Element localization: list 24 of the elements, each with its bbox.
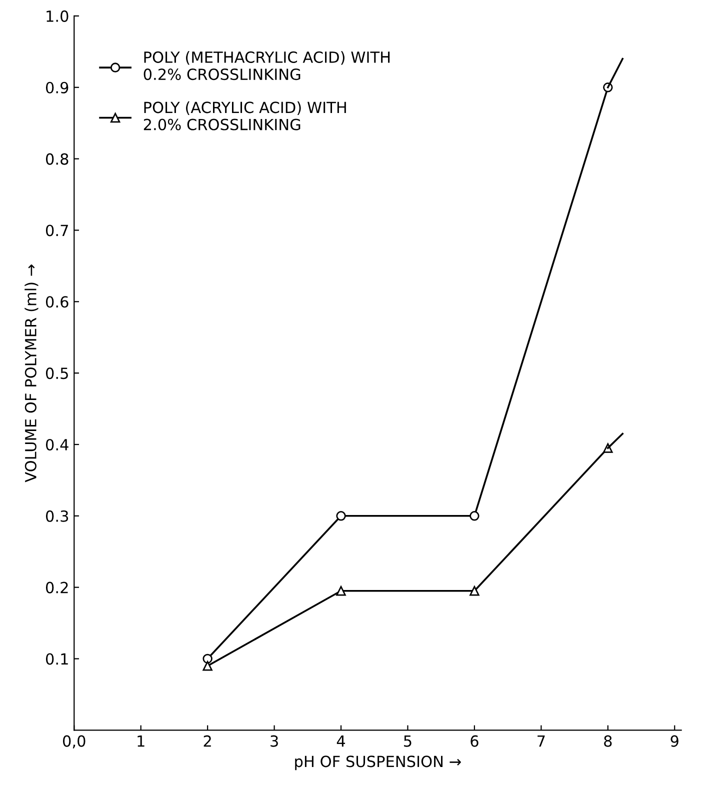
x-tick-label: 4 (336, 736, 346, 747)
y-tick-label: 0.6 (46, 296, 68, 308)
x-tick-label: 6 (470, 735, 478, 747)
legend-label: POLY (ACRYLIC ACID) WITH 2.0% CROSSLINKING (144, 101, 346, 130)
x-tick-label: 8 (604, 735, 612, 747)
y-tick-label: 0.5 (46, 368, 68, 380)
x-tick-label: 3 (270, 735, 278, 747)
x-tick-label: 7 (538, 736, 545, 747)
y-axis-title: VOLUME OF POLYMER (ml) → (24, 264, 38, 482)
x-tick-label: 0,0 (62, 735, 86, 748)
x-axis-title: pH OF SUSPENSION → (295, 756, 461, 770)
y-tick-label: 1.0 (46, 10, 68, 22)
x-tick-label: 1 (138, 736, 144, 747)
x-tick-label: 2 (204, 735, 211, 747)
y-tick-label: 0.2 (46, 582, 68, 594)
y-tick-label: 0.9 (46, 82, 68, 94)
y-tick-label: 0.1 (46, 653, 68, 665)
x-tick-label: 5 (404, 736, 412, 747)
legend-label: POLY (METHACRYLIC ACID) WITH 0.2% CROSSLINKING (144, 51, 390, 80)
y-tick-label: 0.3 (46, 510, 68, 522)
x-tick-label: 9 (670, 735, 678, 747)
y-tick-label: 0.7 (46, 224, 68, 236)
y-tick-label: 0.8 (46, 153, 68, 165)
y-tick-label: 0.4 (46, 438, 68, 451)
